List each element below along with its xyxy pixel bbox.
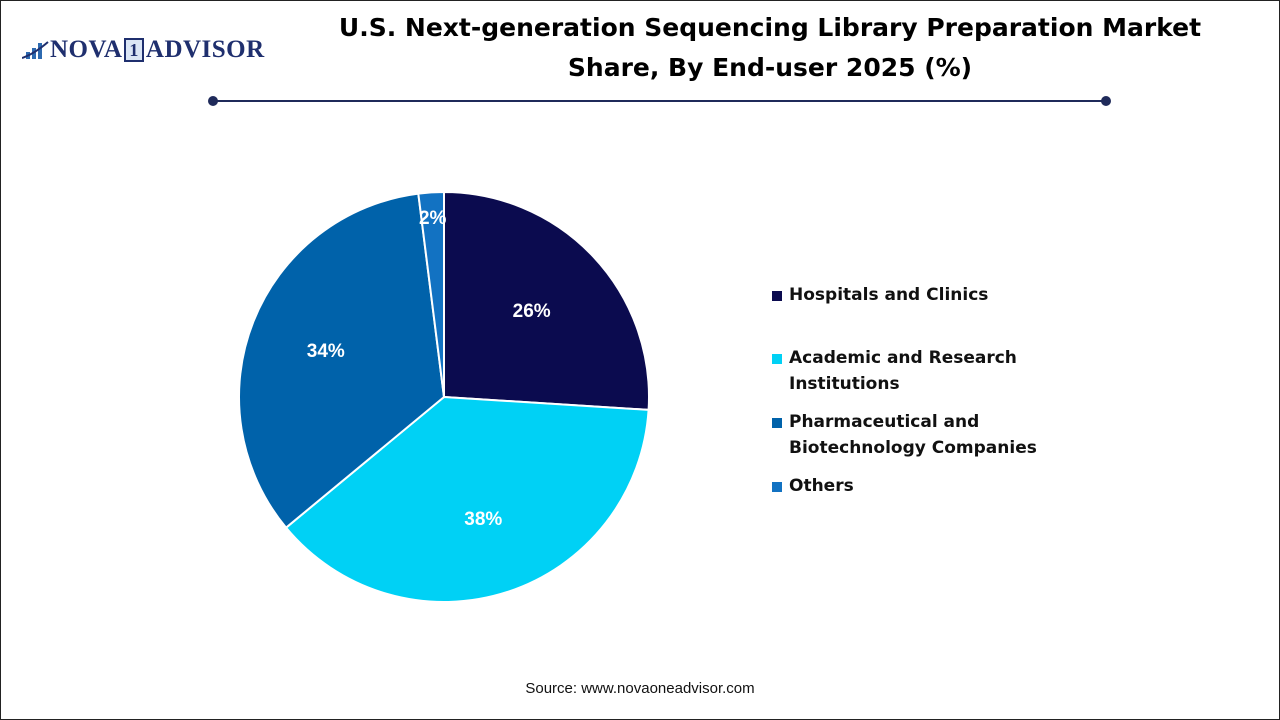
legend-item-academic: Academic and Research Institutions: [772, 345, 1042, 397]
legend-label: Hospitals and Clinics: [789, 285, 989, 305]
data-label: 2%: [419, 208, 447, 229]
logo: NOVA 1 ADVISOR: [22, 36, 265, 64]
legend-item-pharma: Pharmaceutical and Biotechnology Compani…: [772, 409, 1062, 461]
legend-swatch: [772, 354, 782, 364]
divider-dot-left: [208, 96, 218, 106]
chart-title: U.S. Next-generation Sequencing Library …: [338, 13, 1202, 82]
pie-slice: [284, 395, 650, 603]
legend-label: Pharmaceutical and Biotechnology Compani…: [789, 412, 1037, 458]
pie-slice: [417, 190, 445, 398]
logo-text-advisor: ADVISOR: [145, 36, 265, 63]
source-note: Source: www.novaoneadvisor.com: [525, 680, 755, 697]
title-divider: [213, 100, 1106, 102]
divider-dot-right: [1101, 96, 1111, 106]
data-label: 26%: [513, 301, 551, 322]
legend-label: Others: [789, 476, 854, 496]
legend-swatch: [772, 418, 782, 428]
legend-swatch: [772, 482, 782, 492]
legend-item-hospitals: Hospitals and Clinics: [772, 282, 1072, 308]
data-label: 34%: [307, 341, 345, 362]
logo-text-nova: NOVA: [50, 36, 123, 63]
pie-slice: [443, 190, 650, 411]
pie-slice: [238, 192, 446, 530]
bar-chart-logo-icon: [22, 41, 49, 59]
legend-label: Academic and Research Institutions: [789, 348, 1017, 394]
legend-item-others: Others: [772, 473, 1072, 499]
legend-swatch: [772, 291, 782, 301]
logo-text-one: 1: [124, 38, 144, 62]
data-label: 38%: [464, 509, 502, 530]
